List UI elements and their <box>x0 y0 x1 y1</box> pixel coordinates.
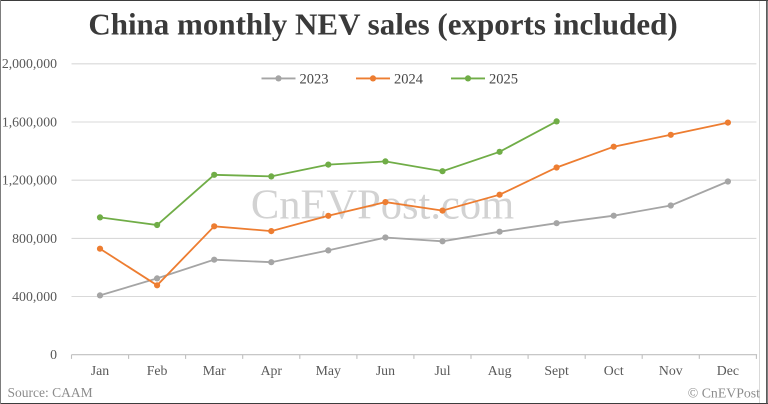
svg-text:2023: 2023 <box>300 72 329 88</box>
svg-text:May: May <box>316 363 341 378</box>
svg-text:0: 0 <box>50 347 57 362</box>
svg-text:Nov: Nov <box>659 363 683 378</box>
svg-text:1,200,000: 1,200,000 <box>2 173 57 188</box>
svg-text:Mar: Mar <box>203 363 226 378</box>
svg-text:2025: 2025 <box>489 72 518 88</box>
svg-text:China monthly NEV sales (expor: China monthly NEV sales (exports include… <box>88 7 677 42</box>
svg-text:2,000,000: 2,000,000 <box>2 56 57 71</box>
svg-text:1,600,000: 1,600,000 <box>2 114 57 129</box>
svg-text:Aug: Aug <box>488 363 512 378</box>
svg-text:Jan: Jan <box>91 363 109 378</box>
svg-text:400,000: 400,000 <box>12 289 57 304</box>
svg-text:© CnEVPost: © CnEVPost <box>688 386 760 401</box>
svg-text:Apr: Apr <box>261 363 283 378</box>
svg-text:Sept: Sept <box>544 363 569 378</box>
svg-text:Jun: Jun <box>376 363 395 378</box>
svg-text:Feb: Feb <box>147 363 168 378</box>
svg-text:2024: 2024 <box>394 72 424 88</box>
svg-text:CnEVPost.com: CnEVPost.com <box>251 182 514 229</box>
svg-text:Dec: Dec <box>717 363 739 378</box>
svg-text:800,000: 800,000 <box>12 231 57 246</box>
svg-text:Oct: Oct <box>604 363 624 378</box>
svg-text:Source: CAAM: Source: CAAM <box>8 385 93 400</box>
svg-text:Jul: Jul <box>434 363 450 378</box>
